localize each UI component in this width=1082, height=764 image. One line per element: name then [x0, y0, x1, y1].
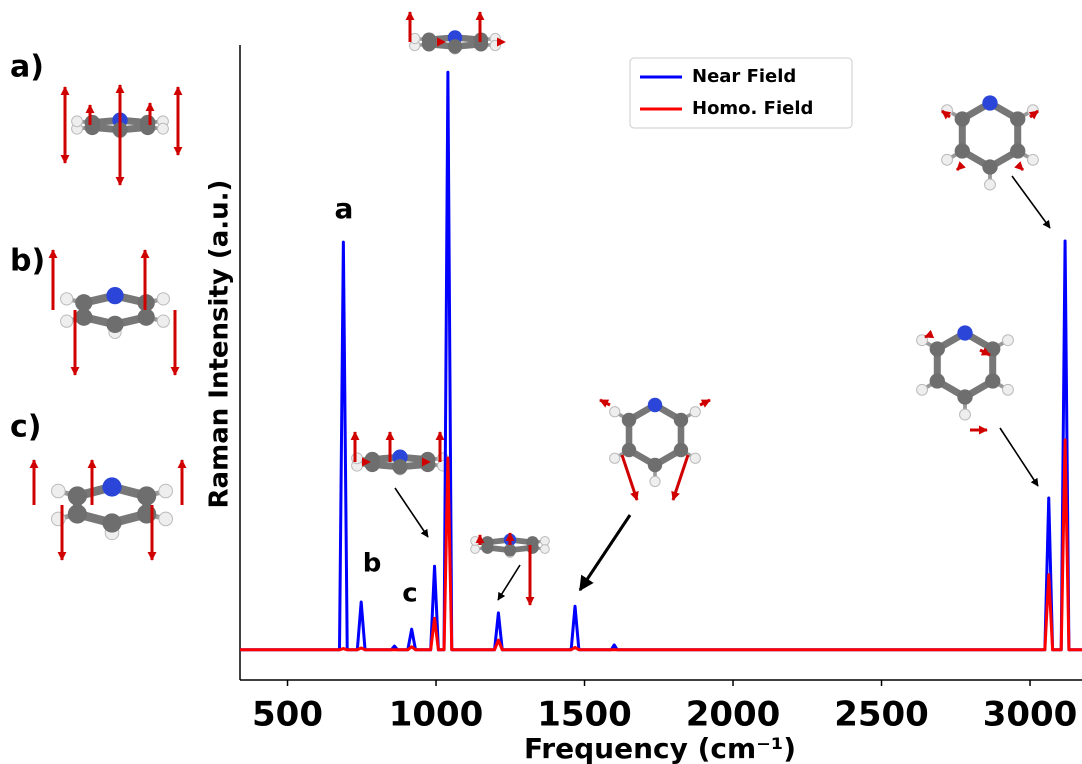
panel-label: b)	[10, 244, 45, 279]
carbon	[75, 294, 92, 311]
nitrogen	[102, 477, 121, 496]
hydrogen	[1028, 154, 1039, 165]
carbon	[955, 111, 970, 126]
annotation: c	[402, 579, 417, 609]
hydrogen	[610, 453, 620, 463]
annotation: b	[363, 549, 382, 579]
carbon	[985, 373, 1000, 388]
hydrogen	[471, 537, 480, 546]
displacement-arrow	[1018, 165, 1023, 170]
carbon	[106, 316, 123, 333]
hydrogen	[985, 179, 996, 190]
carbon	[504, 544, 516, 556]
hydrogen	[471, 545, 480, 554]
x-axis-label: Frequency (cm⁻¹)	[524, 732, 796, 764]
legend-label: Homo. Field	[692, 98, 813, 119]
displacement-arrow	[600, 400, 610, 405]
carbon	[957, 389, 972, 404]
carbon	[68, 486, 87, 505]
hydrogen	[159, 484, 173, 498]
carbon	[622, 443, 636, 457]
hydrogen	[540, 545, 549, 554]
x-tick-label: 1000	[389, 695, 484, 735]
carbon	[930, 373, 945, 388]
hydrogen	[157, 315, 169, 327]
displacement-arrow	[957, 165, 962, 170]
carbon	[930, 341, 945, 356]
hydrogen	[917, 384, 928, 395]
carbon	[85, 115, 100, 130]
carbon	[1010, 111, 1025, 126]
carbon	[674, 443, 688, 457]
hydrogen	[61, 293, 73, 305]
carbon	[526, 541, 538, 553]
nitrogen	[982, 95, 997, 110]
displacement-arrow	[673, 455, 688, 500]
carbon	[622, 413, 636, 427]
molecule-illustrations	[34, 12, 1038, 605]
carbon	[481, 536, 493, 548]
annotation: a	[335, 192, 354, 225]
carbon	[422, 33, 436, 47]
carbon	[1010, 143, 1025, 158]
page: Raman Intensity (a.u.) Frequency (cm⁻¹) …	[0, 0, 1082, 764]
hydrogen	[1003, 335, 1014, 346]
hydrogen	[690, 407, 700, 417]
hydrogen	[158, 123, 169, 134]
hydrogen	[540, 537, 549, 546]
legend-label: Near Field	[692, 66, 796, 87]
hydrogen	[52, 484, 66, 498]
carbon	[674, 413, 688, 427]
x-tick-label: 2500	[834, 695, 929, 735]
hydrogen	[490, 40, 500, 50]
carbon	[137, 486, 156, 505]
x-tick-label: 1500	[537, 695, 632, 735]
hydrogen	[1003, 384, 1014, 395]
hydrogen	[61, 315, 73, 327]
carbon	[982, 159, 997, 174]
hydrogen	[650, 476, 660, 486]
arrow	[1012, 176, 1050, 228]
hydrogen	[690, 453, 700, 463]
panel-label: a)	[10, 50, 44, 85]
spectrum-line	[240, 440, 1082, 650]
carbon	[420, 457, 435, 472]
arrow	[498, 565, 520, 600]
displacement-arrow	[925, 335, 930, 337]
nitrogen	[957, 325, 972, 340]
hydrogen	[352, 453, 363, 464]
carbon	[102, 513, 121, 532]
carbon	[448, 39, 462, 53]
hydrogen	[942, 154, 953, 165]
x-tick-label: 500	[252, 695, 323, 735]
carbon	[68, 504, 87, 523]
chart: Raman Intensity (a.u.) Frequency (cm⁻¹) …	[0, 0, 1082, 764]
carbon	[365, 452, 380, 467]
carbon	[648, 458, 662, 472]
arrow	[1000, 428, 1038, 486]
carbon	[140, 120, 155, 135]
x-tick-label: 2000	[686, 695, 781, 735]
carbon	[955, 143, 970, 158]
hydrogen	[157, 293, 169, 305]
hydrogen	[72, 116, 83, 127]
hydrogen	[610, 407, 620, 417]
x-tick-label: 3000	[983, 695, 1078, 735]
nitrogen	[648, 398, 662, 412]
carbon	[138, 309, 155, 326]
hydrogen	[159, 512, 173, 526]
carbon	[392, 459, 407, 474]
arrow	[395, 488, 428, 537]
nitrogen	[106, 287, 123, 304]
hydrogen	[960, 409, 971, 420]
arrow	[580, 515, 630, 590]
panel-label: c)	[10, 410, 42, 445]
displacement-arrow	[700, 400, 710, 405]
displacement-arrow	[622, 455, 637, 500]
y-axis-label: Raman Intensity (a.u.)	[205, 180, 235, 509]
